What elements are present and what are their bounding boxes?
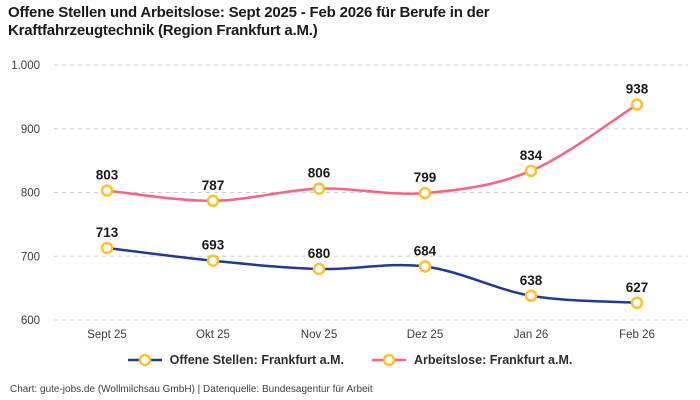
legend-label: Arbeitslose: Frankfurt a.M. <box>413 353 573 367</box>
data-point-marker[interactable] <box>206 194 220 208</box>
data-point-marker[interactable] <box>418 186 432 200</box>
y-axis-tick-label: 1.000 <box>11 60 40 72</box>
data-point-marker[interactable] <box>630 98 644 111</box>
legend-swatch-icon <box>127 353 162 367</box>
data-point-marker[interactable] <box>524 289 538 303</box>
x-axis-tick-label: Sept 25 <box>87 329 127 341</box>
data-point-label: 806 <box>308 166 331 181</box>
legend-item-0[interactable]: Offene Stellen: Frankfurt a.M. <box>127 353 344 367</box>
x-axis-tick-label: Nov 25 <box>301 329 337 341</box>
series-line-0 <box>105 246 639 305</box>
data-point-label: 638 <box>520 273 543 288</box>
series-line-1 <box>105 103 639 203</box>
legend-item-1[interactable]: Arbeitslose: Frankfurt a.M. <box>371 353 573 367</box>
data-point-label: 803 <box>96 168 119 183</box>
data-point-label: 834 <box>520 148 543 163</box>
data-point-marker[interactable] <box>630 296 644 310</box>
data-point-marker[interactable] <box>312 262 326 276</box>
data-point-label: 680 <box>308 246 331 261</box>
y-axis-tick-label: 700 <box>21 251 40 263</box>
chart-title: Offene Stellen und Arbeitslose: Sept 202… <box>8 4 490 40</box>
chart-legend: Offene Stellen: Frankfurt a.M. Arbeitslos… <box>0 353 700 367</box>
x-axis-tick-label: Jan 26 <box>514 329 549 341</box>
data-point-label: 938 <box>626 82 649 97</box>
data-point-label: 693 <box>202 238 225 253</box>
data-point-label: 787 <box>202 178 225 193</box>
legend-swatch-icon <box>371 353 406 367</box>
y-axis-tick-label: 800 <box>21 188 40 200</box>
x-axis-tick-label: Okt 25 <box>196 329 230 341</box>
data-point-marker[interactable] <box>524 164 538 178</box>
attribution-footer: Chart: gute-jobs.de (Wollmilchsau GmbH) … <box>10 384 373 395</box>
data-point-marker[interactable] <box>100 184 114 197</box>
data-point-label: 799 <box>414 170 437 185</box>
data-point-marker[interactable] <box>312 182 326 195</box>
data-point-marker[interactable] <box>206 254 220 267</box>
legend-label: Offene Stellen: Frankfurt a.M. <box>169 353 344 367</box>
y-axis-tick-label: 600 <box>21 315 40 327</box>
data-point-label: 627 <box>626 280 649 295</box>
x-axis-tick-label: Dez 25 <box>407 329 443 341</box>
line-chart: 600 700 800 900 1.000 Sept 25 Okt 25 Nov 25 Dez … <box>11 60 688 341</box>
data-point-marker[interactable] <box>418 260 432 273</box>
data-point-label: 713 <box>96 225 119 240</box>
x-axis-tick-label: Feb 26 <box>619 329 655 341</box>
data-point-label: 684 <box>414 243 437 258</box>
y-axis-tick-label: 900 <box>21 124 40 136</box>
data-point-marker[interactable] <box>100 241 114 255</box>
